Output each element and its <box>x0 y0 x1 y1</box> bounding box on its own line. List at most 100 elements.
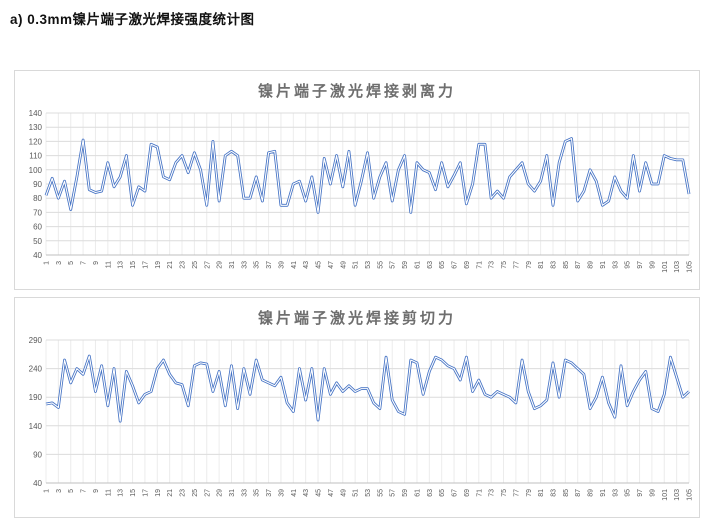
svg-text:55: 55 <box>377 261 384 269</box>
peel-force-chart-title: 镍片端子激光焊接剥离力 <box>257 83 456 100</box>
svg-text:60: 60 <box>33 223 42 232</box>
svg-text:7: 7 <box>81 489 88 493</box>
svg-text:31: 31 <box>229 489 236 497</box>
svg-text:75: 75 <box>501 261 508 269</box>
svg-text:25: 25 <box>192 261 199 269</box>
svg-text:40: 40 <box>33 251 42 260</box>
svg-text:27: 27 <box>204 261 211 269</box>
svg-text:105: 105 <box>687 261 694 273</box>
svg-text:65: 65 <box>439 261 446 269</box>
svg-text:69: 69 <box>464 489 471 497</box>
svg-text:17: 17 <box>142 261 149 269</box>
svg-text:57: 57 <box>390 489 397 497</box>
svg-text:47: 47 <box>328 489 335 497</box>
svg-text:81: 81 <box>538 489 545 497</box>
svg-text:103: 103 <box>674 489 681 501</box>
svg-text:53: 53 <box>365 261 372 269</box>
svg-text:1: 1 <box>44 489 51 493</box>
svg-text:40: 40 <box>33 479 42 488</box>
svg-text:33: 33 <box>241 489 248 497</box>
svg-text:130: 130 <box>29 123 43 132</box>
svg-text:49: 49 <box>340 489 347 497</box>
svg-text:7: 7 <box>81 261 88 265</box>
svg-text:75: 75 <box>501 489 508 497</box>
svg-text:51: 51 <box>353 489 360 497</box>
svg-text:110: 110 <box>29 152 42 161</box>
svg-text:25: 25 <box>192 489 199 497</box>
svg-text:93: 93 <box>612 261 619 269</box>
svg-text:9: 9 <box>93 489 100 493</box>
svg-text:37: 37 <box>266 489 273 497</box>
svg-text:103: 103 <box>674 261 681 273</box>
svg-text:140: 140 <box>29 109 43 118</box>
svg-text:83: 83 <box>550 261 557 269</box>
svg-text:11: 11 <box>105 489 112 496</box>
svg-text:90: 90 <box>33 180 42 189</box>
svg-text:15: 15 <box>130 489 137 497</box>
svg-text:91: 91 <box>600 261 607 269</box>
svg-text:83: 83 <box>550 489 557 497</box>
svg-text:47: 47 <box>328 261 335 269</box>
svg-text:45: 45 <box>316 489 323 497</box>
svg-text:63: 63 <box>427 489 434 497</box>
svg-text:51: 51 <box>353 261 360 269</box>
svg-text:1: 1 <box>44 261 51 265</box>
svg-text:27: 27 <box>204 489 211 497</box>
shear-force-chart: 40 90 140 190 240 290 1 3 5 7 9 11 13 15 17 19 21 23 25 27 2… <box>14 297 700 518</box>
svg-text:77: 77 <box>513 489 520 497</box>
svg-text:59: 59 <box>402 489 409 497</box>
svg-text:61: 61 <box>414 261 421 269</box>
svg-text:97: 97 <box>637 489 644 497</box>
svg-text:140: 140 <box>29 422 43 431</box>
svg-text:50: 50 <box>33 237 42 246</box>
svg-text:65: 65 <box>439 489 446 497</box>
svg-text:9: 9 <box>93 261 100 265</box>
svg-text:101: 101 <box>662 261 669 273</box>
svg-text:17: 17 <box>142 489 149 497</box>
svg-text:59: 59 <box>402 261 409 269</box>
svg-text:79: 79 <box>526 261 533 269</box>
svg-text:120: 120 <box>29 137 43 146</box>
svg-text:93: 93 <box>612 489 619 497</box>
svg-text:29: 29 <box>217 489 224 497</box>
svg-text:79: 79 <box>526 489 533 497</box>
svg-text:39: 39 <box>278 489 285 497</box>
svg-text:97: 97 <box>637 261 644 269</box>
svg-text:99: 99 <box>649 261 656 269</box>
svg-text:69: 69 <box>464 261 471 269</box>
svg-text:61: 61 <box>414 489 421 497</box>
svg-text:37: 37 <box>266 261 273 269</box>
svg-text:190: 190 <box>29 393 43 402</box>
svg-text:13: 13 <box>118 489 125 497</box>
svg-text:11: 11 <box>105 261 112 268</box>
svg-text:100: 100 <box>29 166 43 175</box>
svg-text:19: 19 <box>155 261 162 269</box>
svg-text:85: 85 <box>563 489 570 497</box>
svg-text:71: 71 <box>476 489 483 497</box>
svg-text:53: 53 <box>365 489 372 497</box>
svg-text:15: 15 <box>130 261 137 269</box>
svg-text:19: 19 <box>155 489 162 497</box>
svg-text:99: 99 <box>649 489 656 497</box>
svg-text:57: 57 <box>390 261 397 269</box>
shear-force-chart-title: 镍片端子激光焊接剪切力 <box>257 310 456 327</box>
svg-text:35: 35 <box>254 489 261 497</box>
svg-text:55: 55 <box>377 489 384 497</box>
svg-text:31: 31 <box>229 261 236 269</box>
svg-text:95: 95 <box>625 489 632 497</box>
svg-text:70: 70 <box>33 208 42 217</box>
svg-text:77: 77 <box>513 261 520 269</box>
svg-text:67: 67 <box>452 489 459 497</box>
svg-text:21: 21 <box>167 489 174 497</box>
svg-text:63: 63 <box>427 261 434 269</box>
svg-text:290: 290 <box>29 336 43 345</box>
svg-text:85: 85 <box>563 261 570 269</box>
svg-text:3: 3 <box>56 261 63 265</box>
svg-text:105: 105 <box>687 489 694 501</box>
svg-text:89: 89 <box>588 261 595 269</box>
svg-text:73: 73 <box>489 489 496 497</box>
svg-text:3: 3 <box>56 489 63 493</box>
svg-text:87: 87 <box>575 489 582 497</box>
